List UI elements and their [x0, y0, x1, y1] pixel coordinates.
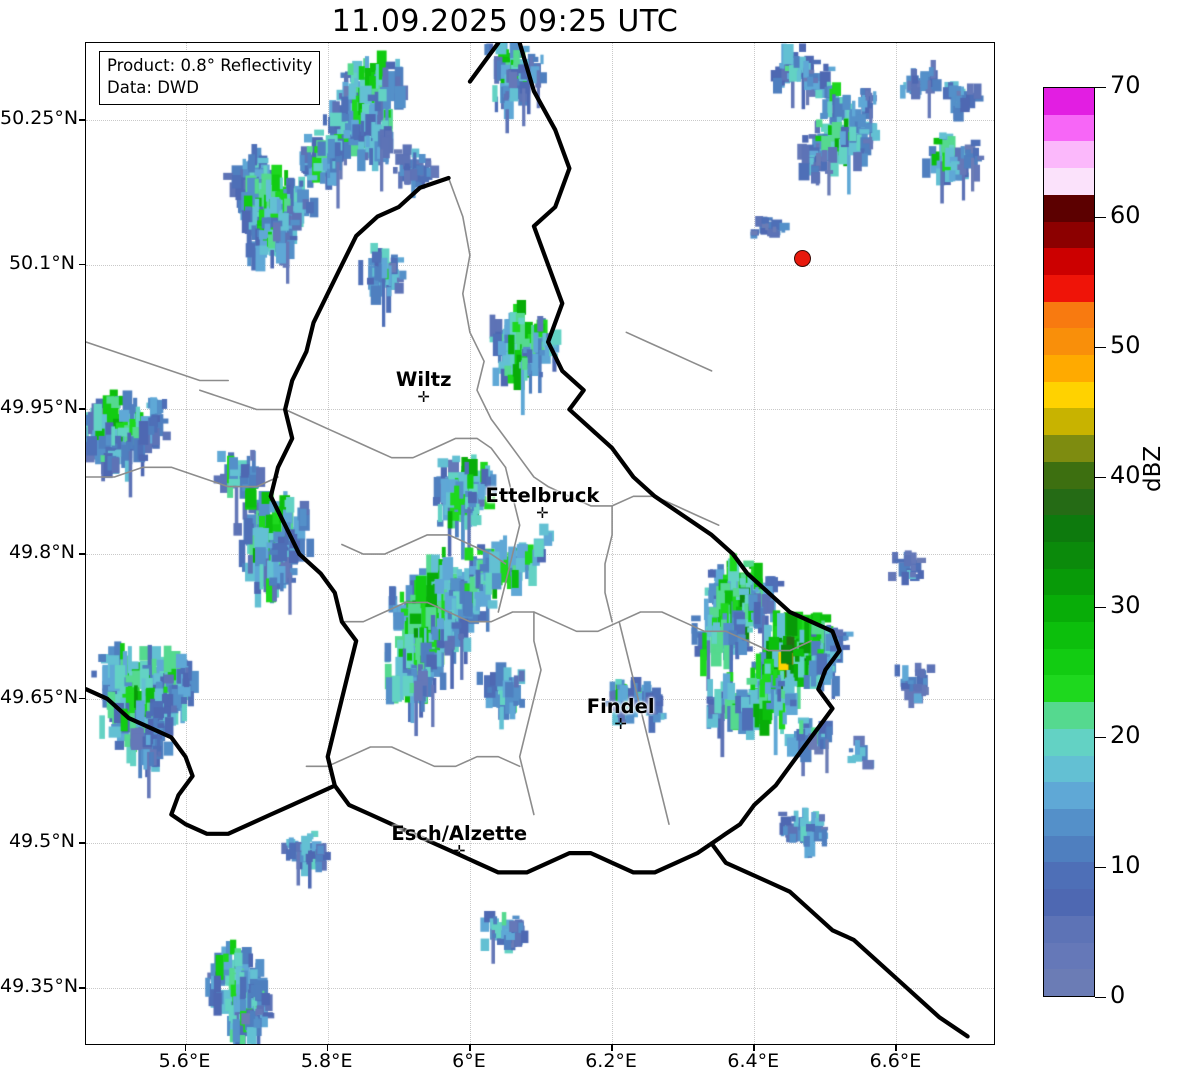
- colorbar-band: [1044, 435, 1094, 462]
- colorbar-band: [1044, 648, 1094, 676]
- colorbar-band: [1044, 274, 1094, 302]
- y-tick-mark: [79, 408, 85, 411]
- colorbar: [1043, 87, 1095, 997]
- colorbar-band: [1044, 622, 1094, 649]
- colorbar-band: [1044, 168, 1094, 195]
- colorbar-band: [1044, 221, 1094, 249]
- colorbar-tick-label: 0: [1110, 981, 1126, 1009]
- colorbar-band: [1044, 942, 1094, 970]
- colorbar-band: [1044, 675, 1094, 703]
- colorbar-tick-label: 70: [1110, 71, 1141, 99]
- colorbar-tick-label: 20: [1110, 721, 1141, 749]
- colorbar-tick-mark: [1095, 477, 1106, 478]
- y-tick-mark: [79, 119, 85, 121]
- colorbar-band: [1044, 381, 1094, 409]
- colorbar-band: [1044, 515, 1094, 542]
- colorbar-band: [1044, 301, 1094, 329]
- colorbar-title: dBZ: [1140, 445, 1166, 492]
- colorbar-tick-label: 40: [1110, 461, 1141, 489]
- colorbar-band: [1044, 862, 1094, 890]
- x-tick-mark: [184, 1045, 187, 1051]
- colorbar-band: [1044, 488, 1094, 516]
- colorbar-band: [1044, 248, 1094, 275]
- city-label-esch-alzette: Esch/Alzette ✛: [391, 822, 527, 861]
- city-label-ettelbruck: Ettelbruck ✛: [485, 484, 599, 522]
- x-tick-mark: [611, 1045, 613, 1051]
- colorbar-band: [1044, 889, 1094, 916]
- y-tick-label: 49.95°N: [0, 396, 79, 419]
- colorbar-band: [1044, 408, 1094, 436]
- city-label-wiltz: Wiltz ✛: [396, 368, 452, 407]
- colorbar-tick-mark: [1095, 607, 1106, 608]
- colorbar-band: [1044, 728, 1094, 756]
- x-tick-label: 5.8°E: [300, 1050, 353, 1072]
- colorbar-tick-mark: [1095, 347, 1106, 348]
- colorbar-tick-label: 50: [1110, 331, 1141, 359]
- x-tick-label: 6.6°E: [869, 1050, 922, 1072]
- page-title: 11.09.2025 09:25 UTC: [331, 4, 679, 39]
- x-tick-mark: [895, 1045, 898, 1051]
- colorbar-tick-mark: [1095, 737, 1106, 738]
- y-tick-label: 50.1°N: [8, 251, 75, 274]
- colorbar-band: [1044, 141, 1094, 169]
- y-tick-label: 49.8°N: [8, 541, 75, 564]
- colorbar-tick-mark: [1095, 997, 1106, 998]
- y-tick-label: 50.25°N: [0, 107, 79, 130]
- radar-station-marker[interactable]: [793, 249, 811, 267]
- colorbar-band: [1044, 595, 1094, 623]
- colorbar-band: [1044, 541, 1094, 569]
- colorbar-band: [1044, 328, 1094, 356]
- data-source-line: Data: DWD: [107, 78, 199, 98]
- colorbar-band: [1044, 808, 1094, 836]
- colorbar-band: [1044, 461, 1094, 489]
- y-tick-mark: [79, 697, 85, 700]
- colorbar-tick-label: 10: [1110, 851, 1141, 879]
- colorbar-band: [1044, 88, 1094, 115]
- colorbar-band: [1044, 782, 1094, 809]
- colorbar-band: [1044, 702, 1094, 729]
- city-marker-icon: ✛: [452, 842, 466, 861]
- city-label-findel: Findel ✛: [587, 695, 655, 733]
- x-tick-label: 6°E: [452, 1050, 486, 1072]
- x-tick-mark: [326, 1045, 329, 1051]
- colorbar-tick-mark: [1095, 867, 1106, 868]
- colorbar-band: [1044, 835, 1094, 863]
- colorbar-tick-label: 60: [1110, 201, 1141, 229]
- y-tick-label: 49.65°N: [0, 685, 79, 708]
- product-info-box: Product: 0.8° Reflectivity Data: DWD: [99, 51, 321, 105]
- x-tick-mark: [753, 1045, 755, 1051]
- colorbar-band: [1044, 355, 1094, 382]
- x-tick-label: 5.6°E: [158, 1050, 211, 1072]
- x-tick-mark: [468, 1045, 471, 1051]
- x-tick-label: 6.2°E: [585, 1050, 637, 1072]
- city-marker-icon: ✛: [614, 714, 627, 733]
- city-marker-icon: ✛: [536, 503, 549, 522]
- y-tick-mark: [79, 987, 85, 989]
- city-marker-icon: ✛: [417, 388, 430, 407]
- colorbar-band: [1044, 114, 1094, 142]
- radar-reflectivity-layer: [86, 43, 994, 1044]
- y-tick-label: 49.35°N: [0, 975, 79, 998]
- map-plot-area[interactable]: Wiltz ✛ Ettelbruck ✛ Findel ✛ Esch/Alzette ✛: [85, 42, 995, 1045]
- colorbar-band: [1044, 969, 1094, 996]
- colorbar-tick-mark: [1095, 217, 1106, 218]
- colorbar-tick-mark: [1095, 87, 1106, 88]
- y-tick-mark: [79, 553, 85, 555]
- colorbar-band: [1044, 755, 1094, 783]
- y-tick-mark: [79, 842, 85, 845]
- y-tick-mark: [79, 263, 85, 266]
- colorbar-tick-label: 30: [1110, 591, 1141, 619]
- colorbar-band: [1044, 194, 1094, 222]
- colorbar-band: [1044, 915, 1094, 943]
- colorbar-band: [1044, 568, 1094, 596]
- x-tick-label: 6.4°E: [727, 1050, 780, 1072]
- y-tick-label: 49.5°N: [8, 830, 75, 853]
- product-line: Product: 0.8° Reflectivity: [107, 56, 313, 75]
